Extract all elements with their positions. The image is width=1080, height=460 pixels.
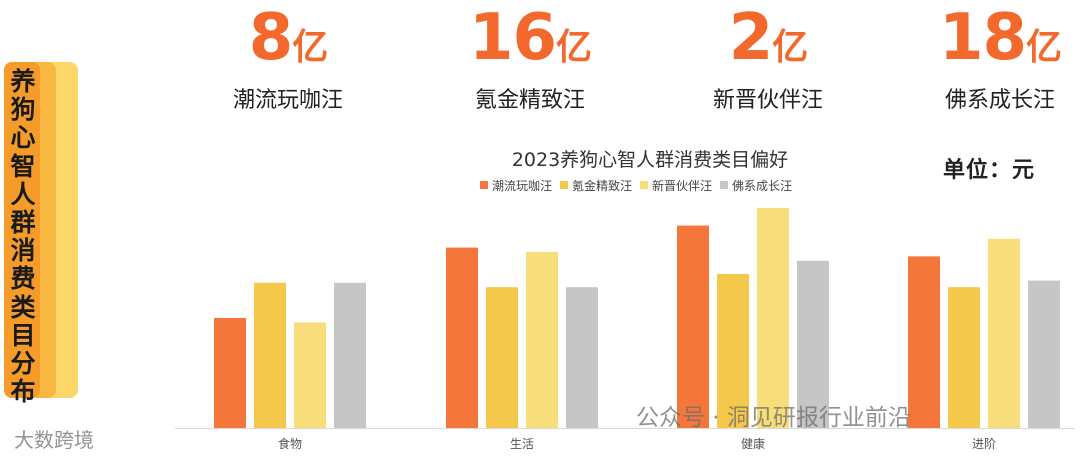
legend-item-2: 氪金精致汪: [560, 176, 632, 194]
bar-1-3: [294, 322, 326, 428]
bar-1-2: [254, 282, 286, 428]
bar-4-1: [908, 256, 940, 428]
x-tick-label: 食物: [278, 436, 302, 451]
stat-value: 18亿: [938, 1, 1062, 75]
stat-value: 8亿: [248, 1, 329, 75]
bar-2-3: [526, 252, 558, 428]
stat-label: 潮流玩咖汪: [232, 88, 343, 113]
legend-item-4: 佛系成长汪: [720, 176, 792, 194]
legend-swatch: [720, 181, 729, 189]
stat-card-4: 18亿 佛系成长汪: [900, 0, 1080, 114]
x-tick-label: 健康: [741, 436, 765, 451]
stat-card-2: 16亿 氪金精致汪: [430, 0, 630, 114]
bar-3-4: [797, 260, 829, 428]
x-tick-label: 生活: [510, 437, 534, 451]
stat-value: 16亿: [468, 1, 592, 75]
stat-card-1: 8亿 潮流玩咖汪: [188, 0, 388, 114]
bar-2-1: [446, 247, 478, 428]
bar-4-4: [1028, 280, 1060, 428]
bar-1-1: [214, 318, 246, 428]
x-tick-label: 进阶: [972, 437, 996, 451]
side-title-banner: [0, 62, 78, 398]
stat-card-3: 2亿 新晋伙伴汪: [668, 0, 868, 114]
stat-label: 新晋伙伴汪: [712, 88, 823, 113]
bar-1-4: [334, 282, 366, 428]
unit-label: 单位：元: [943, 158, 1036, 183]
watermark-right: 公众号 · 洞见研报行业前沿: [636, 405, 911, 431]
bar-3-2: [717, 274, 749, 428]
legend-item-1: 潮流玩咖汪: [480, 176, 552, 194]
chart-legend: 潮流玩咖汪 氪金精致汪 新晋伙伴汪 佛系成长汪: [480, 176, 792, 194]
bar-3-1: [677, 225, 709, 428]
bar-2-4: [566, 287, 598, 428]
bar-4-3: [988, 238, 1020, 428]
legend-swatch: [480, 181, 488, 189]
legend-swatch: [640, 181, 649, 189]
bar-4-2: [948, 287, 980, 428]
stat-value: 2亿: [728, 1, 809, 75]
watermark-left: 大数跨境: [14, 428, 94, 452]
stat-label: 氪金精致汪: [474, 88, 585, 113]
bar-3-3: [757, 208, 789, 428]
side-title: 养狗心智人群消费类目分布: [10, 67, 36, 407]
legend-swatch: [560, 181, 569, 189]
legend-item-3: 新晋伙伴汪: [640, 176, 712, 194]
chart-title: 2023养狗心智人群消费类目偏好: [511, 149, 789, 171]
stat-label: 佛系成长汪: [944, 88, 1055, 113]
bar-2-2: [486, 287, 518, 428]
